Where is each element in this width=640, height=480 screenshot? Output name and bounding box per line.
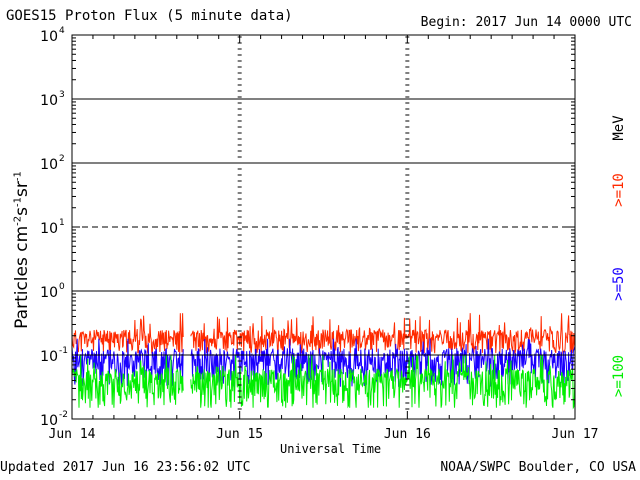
series-line-ge100-part-0 [71,354,184,408]
legend-ge10: >=10 [611,173,627,207]
y-axis-label-exp1: -2 [12,215,24,226]
series-line-ge100-part-1 [190,354,576,410]
y-tick-label: 10 [40,221,58,237]
y-tick-label-exponent: 2 [59,154,65,164]
y-tick-label: 10 [40,285,58,301]
y-tick-label: 10 [40,349,58,365]
y-tick-label: 10 [40,93,58,109]
series-line-ge10-part-1 [190,313,576,355]
begin-time: Begin: 2017 Jun 14 0000 UTC [420,15,632,30]
y-tick-label-exponent: 3 [59,90,65,100]
axis-layer [71,34,576,420]
y-axis-label-sr: sr [12,181,32,198]
series-layer [71,313,576,410]
y-tick-label-exponent: 1 [59,218,65,228]
x-tick-label: Jun 15 [216,427,263,442]
x-tick-label: Jun 17 [552,427,599,442]
legend-ge50: >=50 [611,267,627,301]
y-tick-label-exponent: 4 [59,26,65,36]
y-tick-label: 10 [40,29,58,45]
x-tick-label: Jun 16 [384,427,431,442]
chart-title: GOES15 Proton Flux (5 minute data) [6,8,293,24]
series-line-ge50-part-0 [71,338,184,387]
x-axis-label: Universal Time [280,442,382,456]
legend-ge100: >=100 [611,354,627,398]
y-tick-label-exponent: -1 [59,346,68,356]
y-tick-label-exponent: -2 [59,410,68,420]
y-axis-label-exp3: -1 [12,171,24,182]
y-axis-label-exp2: -1 [12,197,24,207]
credit-text: NOAA/SWPC Boulder, CO USA [440,460,636,475]
x-tick-label: Jun 14 [49,427,96,442]
y-tick-label-exponent: 0 [59,282,65,292]
y-axis-label-s: s [12,207,32,216]
y-tick-label: 10 [40,413,58,429]
updated-timestamp: Updated 2017 Jun 16 23:56:02 UTC [0,460,251,475]
y-axis-label-text: Particles cm [12,225,32,329]
y-tick-label: 10 [40,157,58,173]
energy-unit-label: MeV [611,115,627,141]
y-axis-label: Particles cm-2s-1sr-1 [12,171,32,329]
